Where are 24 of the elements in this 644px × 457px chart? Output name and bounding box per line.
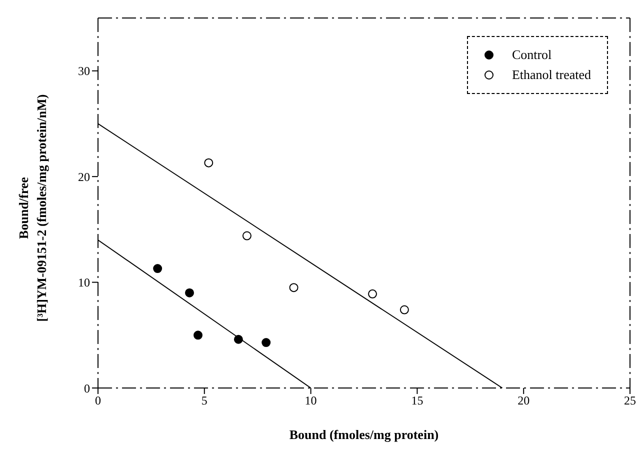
point xyxy=(185,288,194,298)
point xyxy=(368,289,378,298)
point xyxy=(153,264,162,274)
point xyxy=(400,305,409,314)
point xyxy=(262,338,271,348)
x-tick-label: 0 xyxy=(95,394,101,408)
point xyxy=(234,334,243,344)
point xyxy=(242,231,252,240)
y-tick-label: 30 xyxy=(78,64,90,78)
x-tick-label: 25 xyxy=(624,394,636,408)
point xyxy=(289,283,298,292)
x-axis-title: Bound (fmoles/mg protein) xyxy=(289,427,439,442)
y-tick-label: 20 xyxy=(78,170,90,184)
point xyxy=(204,158,214,168)
x-tick-label: 10 xyxy=(304,394,317,408)
y-axis-title: Bound/free [³H]YM-09151-2 (fmoles/mg protein/nM) xyxy=(16,94,49,322)
x-tick-label: 5 xyxy=(201,394,208,408)
y-tick-label: 0 xyxy=(84,381,90,396)
x-tick-label: 20 xyxy=(518,394,530,408)
x-tick-label: 15 xyxy=(411,394,424,408)
legend-label: Ethanol treated xyxy=(512,66,591,84)
legend-label: Control xyxy=(512,46,552,64)
point xyxy=(194,330,203,340)
y-tick-label: 10 xyxy=(78,276,90,290)
